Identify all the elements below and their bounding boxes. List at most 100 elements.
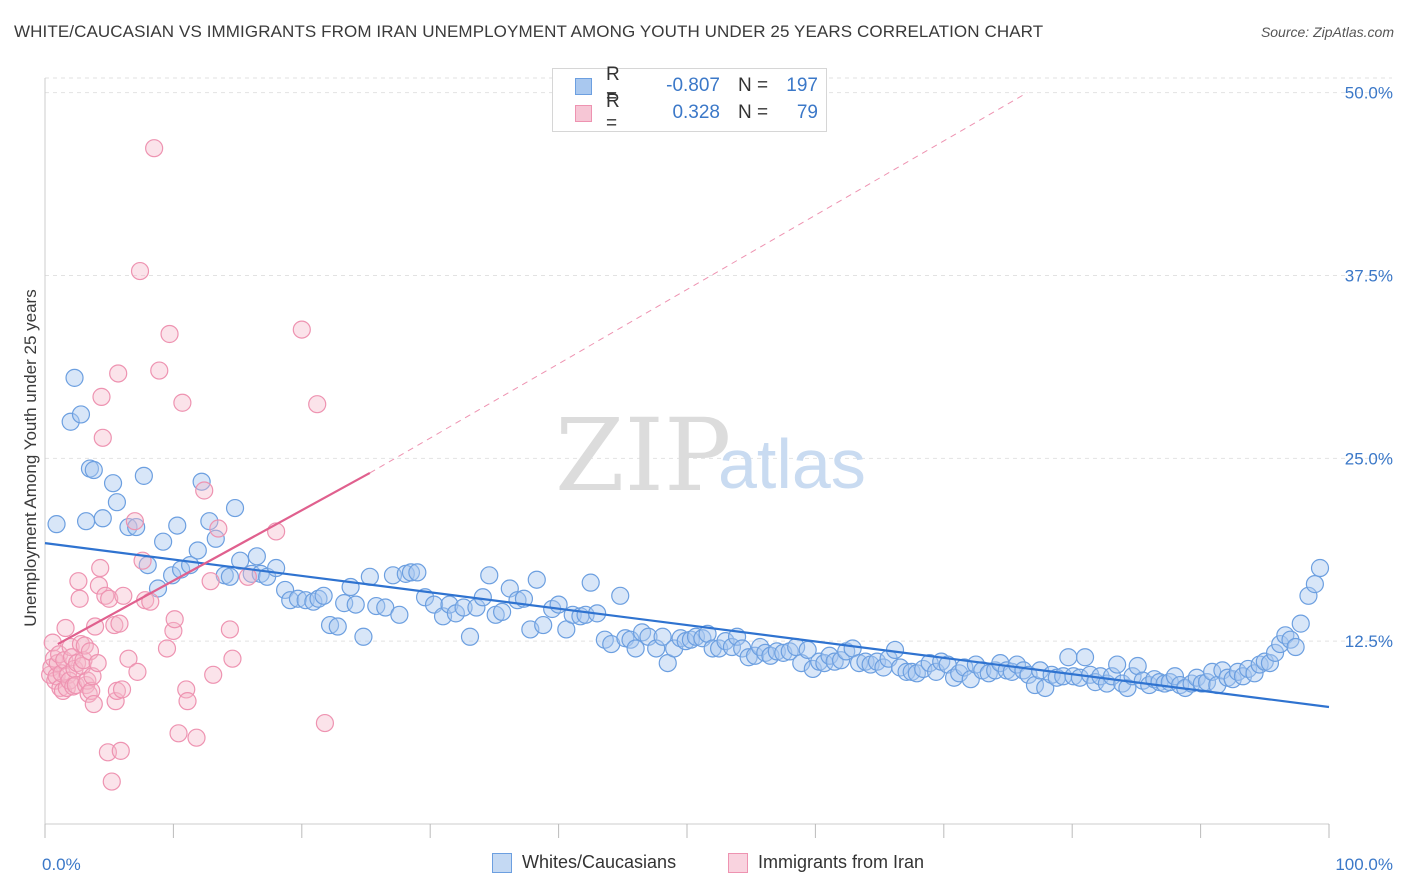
data-point-whites (247, 547, 266, 566)
data-point-whites (93, 509, 112, 528)
data-point-whites (401, 563, 421, 582)
legend-row-whites: R = -0.807 N = 197 (575, 64, 818, 107)
data-point-iran (315, 713, 335, 733)
data-point-whites (47, 515, 66, 534)
data-point-whites (1075, 648, 1095, 667)
data-point-iran (157, 639, 177, 658)
data-point-iran (204, 665, 223, 684)
data-point-whites (390, 605, 409, 624)
data-point-whites (831, 651, 851, 670)
data-point-whites (367, 596, 386, 616)
data-point-whites (1245, 664, 1264, 683)
data-point-iran (173, 393, 192, 412)
data-point-iran (89, 576, 109, 595)
trend-line-iran (57, 471, 371, 646)
data-point-whites (76, 512, 96, 531)
axes (44, 78, 1330, 838)
legend-r-label: R = (606, 64, 620, 107)
data-point-whites (626, 639, 645, 658)
x-tick-labels: 0.0% 100.0% (42, 855, 1393, 874)
data-point-whites (84, 460, 103, 480)
trend-lines (44, 92, 1330, 709)
data-point-whites (681, 630, 700, 649)
data-point-whites (767, 642, 786, 661)
data-point-iran (119, 649, 138, 668)
data-point-iran (109, 364, 128, 383)
data-point-whites (320, 615, 340, 635)
data-point-whites (820, 646, 839, 665)
data-point-iran (201, 572, 220, 591)
data-point-whites (71, 405, 91, 424)
data-point-iran (223, 649, 242, 668)
data-point-iran (93, 428, 112, 447)
data-point-whites (611, 586, 630, 605)
legend-r-label: R = (606, 91, 620, 134)
legend-n-label: N = (738, 75, 769, 96)
legend-swatch-pink (575, 104, 592, 122)
data-point-iran (150, 361, 169, 380)
data-point-iran (92, 387, 111, 406)
data-point-whites (220, 567, 239, 586)
legend-r-value: 0.328 (672, 102, 720, 123)
data-point-whites (493, 602, 512, 622)
y-tick-labels: 12.5% 25.0% 37.5% 50.0% (1345, 84, 1393, 652)
y-tick-label: 12.5% (1345, 632, 1393, 651)
series-whites-points (47, 368, 1330, 698)
data-point-whites (803, 659, 822, 679)
data-point-whites (739, 648, 758, 667)
data-point-whites (168, 516, 187, 535)
data-point-whites (825, 652, 844, 671)
data-point-whites (955, 658, 974, 677)
data-point-iran (292, 320, 311, 339)
data-point-iran (91, 558, 110, 578)
data-point-iran (69, 572, 88, 591)
data-point-whites (304, 592, 323, 611)
data-point-iran (209, 519, 228, 538)
data-point-iran (111, 741, 130, 760)
y-axis-label: Unemployment Among Youth under 25 years (21, 289, 40, 626)
data-point-whites (328, 617, 347, 636)
data-point-whites (1286, 637, 1305, 657)
legend-n-value: 197 (786, 75, 818, 96)
data-point-whites (745, 646, 765, 665)
data-point-whites (231, 551, 250, 570)
data-point-whites (1019, 665, 1038, 684)
data-point-whites (849, 653, 869, 673)
x-tick-label-max: 100.0% (1335, 855, 1393, 874)
data-point-whites (127, 517, 146, 537)
data-point-whites (1291, 614, 1310, 633)
data-point-whites (288, 589, 308, 608)
watermark-zip: ZIP (555, 397, 731, 514)
data-point-whites (154, 532, 173, 551)
data-point-whites (950, 664, 969, 683)
legend-item-iran: Immigrants from Iran (728, 852, 924, 873)
data-point-whites (686, 627, 706, 646)
y-tick-label: 25.0% (1345, 449, 1393, 468)
data-point-whites (1165, 667, 1185, 686)
data-point-iran (88, 653, 107, 673)
data-point-whites (1260, 653, 1280, 673)
source-label: Source: ZipAtlas.com (1260, 24, 1394, 40)
chart-title: WHITE/CAUCASIAN VS IMMIGRANTS FROM IRAN … (14, 22, 1044, 41)
data-point-whites (1310, 558, 1330, 578)
data-point-whites (276, 580, 295, 600)
data-point-whites (460, 627, 480, 646)
legend-swatch-blue (575, 77, 592, 95)
data-point-whites (61, 412, 80, 431)
data-point-iran (178, 692, 197, 711)
data-point-iran (75, 636, 94, 655)
data-point-iran (130, 261, 150, 281)
data-point-whites (281, 591, 300, 610)
data-point-whites (188, 541, 207, 560)
legend-row-iran: R = 0.328 N = 79 (575, 91, 818, 134)
legend-n-label: N = (738, 102, 769, 123)
y-tick-label: 37.5% (1345, 266, 1393, 285)
data-point-whites (756, 643, 775, 662)
watermark-atlas: atlas (718, 425, 866, 503)
trend-line-iran-extension (369, 92, 1028, 474)
legend-item-whites: Whites/Caucasians (492, 852, 676, 873)
data-point-iran (70, 589, 89, 608)
data-point-whites (1108, 655, 1127, 674)
data-point-whites (480, 566, 499, 585)
